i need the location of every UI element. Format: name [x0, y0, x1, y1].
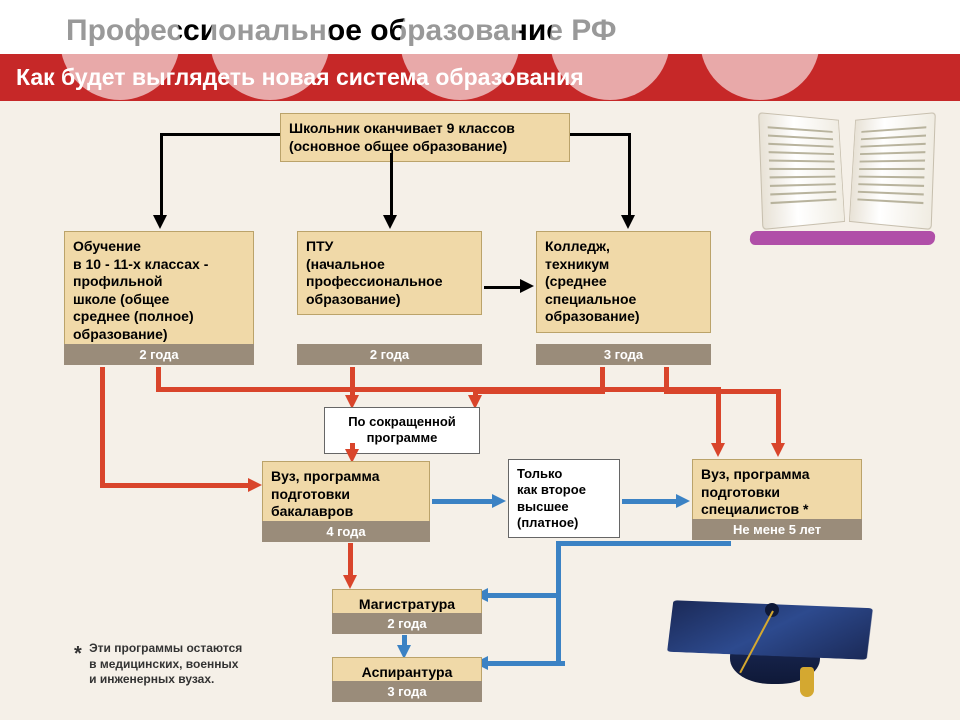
node-ptu-label: ПТУ(начальноепрофессиональноеобразование…: [306, 238, 443, 307]
node-short-program: По сокращеннойпрограмме: [324, 407, 480, 454]
node-school-label: Школьник оканчивает 9 классов(основное о…: [289, 120, 515, 154]
node-short-program-label: По сокращеннойпрограмме: [348, 414, 456, 445]
arrow-head-icon: [248, 478, 262, 492]
node-bachelor: Вуз, программаподготовкибакалавров: [262, 461, 430, 528]
arrow-head-icon: [153, 215, 167, 229]
arrow-line: [476, 389, 605, 394]
node-tenth-label: Обучениев 10 - 11-х классах -профильнойш…: [73, 238, 208, 342]
arrow-line: [348, 543, 353, 577]
node-specialist-label: Вуз, программаподготовкиспециалистов *: [701, 466, 810, 517]
node-magistr-label: Магистратура: [359, 596, 455, 612]
duration-bachelor: 4 года: [262, 521, 430, 542]
arrow-head-icon: [383, 215, 397, 229]
arrow-line: [350, 367, 355, 397]
arrow-head-icon: [771, 443, 785, 457]
arrow-line: [556, 593, 561, 665]
arrow-line: [486, 593, 560, 598]
arrow-line: [432, 499, 494, 504]
arrow-line: [156, 387, 716, 392]
arrow-line: [560, 541, 730, 546]
footnote: * Эти программы остаютсяв медицинских, в…: [74, 641, 242, 688]
arrow-head-icon: [711, 443, 725, 457]
book-illustration: [740, 101, 950, 251]
arrow-line: [622, 499, 678, 504]
arrow-head-icon: [676, 494, 690, 508]
node-second-higher: Толькокак второевысшее(платное): [508, 459, 620, 538]
footnote-star: *: [74, 643, 82, 665]
node-college-label: Колледж,техникум(среднееспециальноеобраз…: [545, 238, 640, 324]
arrow-line: [486, 661, 560, 666]
arrow-head-icon: [621, 215, 635, 229]
arrow-line: [716, 387, 721, 445]
arrow-line: [390, 153, 393, 217]
arrow-line: [776, 389, 781, 445]
duration-magistr: 2 года: [332, 613, 482, 634]
arrow-line: [664, 389, 780, 394]
node-tenth: Обучениев 10 - 11-х классах -профильнойш…: [64, 231, 254, 350]
arrow-line: [160, 133, 280, 136]
arrow-line: [100, 367, 105, 487]
arrow-line: [100, 483, 250, 488]
node-bachelor-label: Вуз, программаподготовкибакалавров: [271, 468, 380, 519]
arrow-head-icon: [343, 575, 357, 589]
arrow-line: [628, 133, 631, 217]
node-specialist: Вуз, программаподготовкиспециалистов *: [692, 459, 862, 526]
graduation-cap-illustration: [650, 567, 900, 707]
node-second-higher-label: Толькокак второевысшее(платное): [517, 466, 586, 530]
duration-tenth: 2 года: [64, 344, 254, 365]
arrow-line: [160, 133, 163, 217]
duration-college: 3 года: [536, 344, 711, 365]
node-college: Колледж,техникум(среднееспециальноеобраз…: [536, 231, 711, 333]
arrow-line: [484, 286, 522, 289]
arrow-head-icon: [492, 494, 506, 508]
footnote-text: Эти программы остаютсяв медицинских, вое…: [89, 641, 242, 688]
arrow-line: [726, 541, 731, 546]
node-aspirant-label: Аспирантура: [362, 664, 453, 680]
arrow-head-icon: [520, 279, 534, 293]
duration-aspirant: 3 года: [332, 681, 482, 702]
duration-ptu: 2 года: [297, 344, 482, 365]
node-ptu: ПТУ(начальноепрофессиональноеобразование…: [297, 231, 482, 315]
arrow-line: [570, 133, 630, 136]
node-school: Школьник оканчивает 9 классов(основное о…: [280, 113, 570, 162]
duration-specialist: Не мене 5 лет: [692, 519, 862, 540]
arrow-line: [556, 541, 561, 597]
diagram-canvas: Школьник оканчивает 9 классов(основное о…: [0, 101, 960, 713]
